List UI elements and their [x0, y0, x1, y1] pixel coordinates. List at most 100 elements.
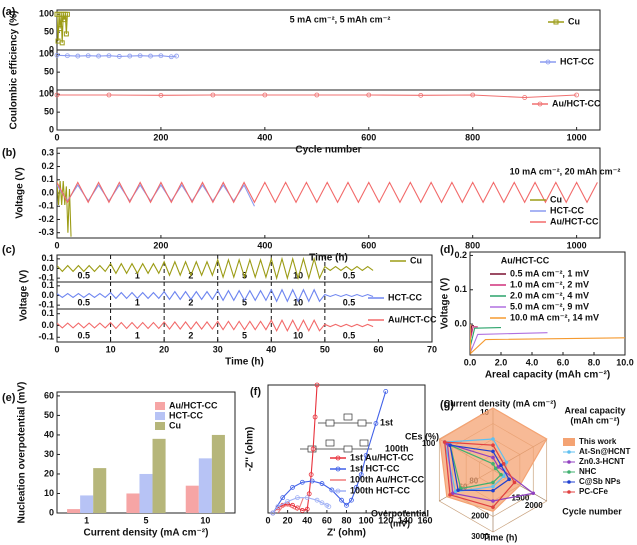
x-tick-label: 120 [378, 515, 393, 525]
x-tick-label: 100 [359, 515, 374, 525]
radar-tick-label: 100 [422, 439, 436, 448]
point [61, 17, 67, 23]
y-axis-label: Coulombic efficiency (%) [9, 11, 20, 130]
point [299, 479, 305, 485]
circuit-element [343, 413, 353, 421]
panel-label: (f) [250, 386, 261, 398]
y-tick-label: 0 [49, 44, 54, 54]
y-tick-label: 50 [44, 67, 54, 77]
panel-label: (b) [2, 147, 16, 159]
bar [80, 495, 94, 513]
radar-point [448, 493, 452, 497]
point [326, 504, 332, 510]
legend-label: Zn0.3-HCNT [579, 457, 625, 466]
y-tick-label: 0.3 [41, 148, 54, 158]
point [262, 92, 268, 98]
series-line [57, 54, 177, 58]
circuit-inset [300, 413, 372, 453]
point [285, 499, 291, 504]
radar-point [491, 499, 495, 503]
x-tick-label: 20 [283, 515, 293, 525]
series-line [57, 256, 374, 281]
legend-label: Cu [568, 16, 580, 26]
bar [198, 458, 212, 513]
series-line [57, 183, 255, 207]
y-tick-label: 50 [44, 107, 54, 117]
legend-label: Cu [169, 420, 181, 430]
rate-label: 2 [188, 330, 193, 340]
series-line [272, 385, 318, 513]
rate-label: 1 [135, 330, 140, 340]
legend-label: Au/HCT-CC [552, 98, 601, 108]
point [344, 502, 349, 508]
point [310, 446, 316, 452]
point [295, 495, 300, 501]
point [319, 481, 325, 486]
series-line [272, 391, 387, 513]
inset-label: 1st [380, 417, 393, 427]
x-tick-label: 30 [213, 344, 223, 354]
point [54, 92, 60, 98]
point [96, 53, 101, 59]
series-line [57, 318, 374, 333]
circuit-element [325, 439, 335, 447]
y-tick-label: 0.1 [41, 308, 54, 318]
x-tick-label: 400 [257, 240, 272, 250]
point [304, 506, 310, 512]
point [314, 382, 320, 388]
legend-label: Cu [550, 194, 562, 204]
radar-point [507, 477, 511, 482]
legend-marker [545, 59, 551, 65]
legend-marker [553, 19, 559, 25]
x-axis-label: Time (h) [225, 357, 264, 368]
point [275, 504, 281, 510]
point [522, 95, 528, 100]
radar-point [501, 462, 506, 466]
rate-label: 1 [135, 297, 140, 307]
legend-label: This work [579, 437, 617, 446]
radar-point [491, 455, 495, 460]
legend-label: Au/HCT-CC [550, 216, 599, 226]
radar-axis-label: Current density (mA cm⁻²) [444, 398, 556, 408]
point [574, 92, 580, 98]
plot-frame [469, 251, 626, 356]
plot-frame [56, 89, 601, 131]
y-tick-label: 100 [39, 49, 54, 59]
point [418, 92, 424, 98]
x-tick-label: 0 [54, 240, 59, 250]
radar-axis-label: (mAh cm⁻²) [570, 415, 619, 425]
rate-label: 5 [242, 330, 247, 340]
radar-point [496, 465, 501, 469]
legend-marker [567, 460, 571, 464]
y-tick-label: -0.1 [38, 300, 54, 310]
point [270, 510, 276, 516]
legend-label: 1st Au/HCT-CC [350, 452, 414, 462]
radar-axis-label: Areal capacity [564, 405, 625, 415]
legend-label: C@Sb NPs [579, 477, 621, 486]
y-tick-label: 0.1 [41, 280, 54, 290]
point [174, 53, 179, 59]
radar-point [453, 489, 458, 494]
point [148, 53, 153, 59]
legend-marker [335, 488, 341, 494]
legend-label: HCT-CC [550, 205, 584, 215]
bar [67, 509, 81, 513]
radar-axis-label: (mV) [390, 518, 410, 528]
x-axis-label: Time (h) [309, 253, 348, 264]
x-tick-label: 20 [159, 344, 169, 354]
y-tick-label: 0.1 [454, 284, 467, 294]
y-tick-label: 0.0 [41, 290, 54, 300]
bar [93, 468, 107, 513]
y-tick-label: 0 [49, 507, 54, 517]
chart-title: Au/HCT-CC [501, 255, 550, 265]
radar-point [491, 484, 495, 489]
y-tick-label: 50 [44, 27, 54, 37]
radar-axis-label: CEs (%) [405, 431, 439, 441]
radar-point [456, 488, 460, 492]
point [314, 92, 320, 98]
x-tick-label: 200 [153, 132, 168, 142]
legend-label: HCT-CC [560, 56, 594, 66]
x-tick-label: 6.0 [557, 357, 570, 367]
legend-label: HCT-CC [169, 410, 203, 420]
series-line [57, 181, 598, 204]
